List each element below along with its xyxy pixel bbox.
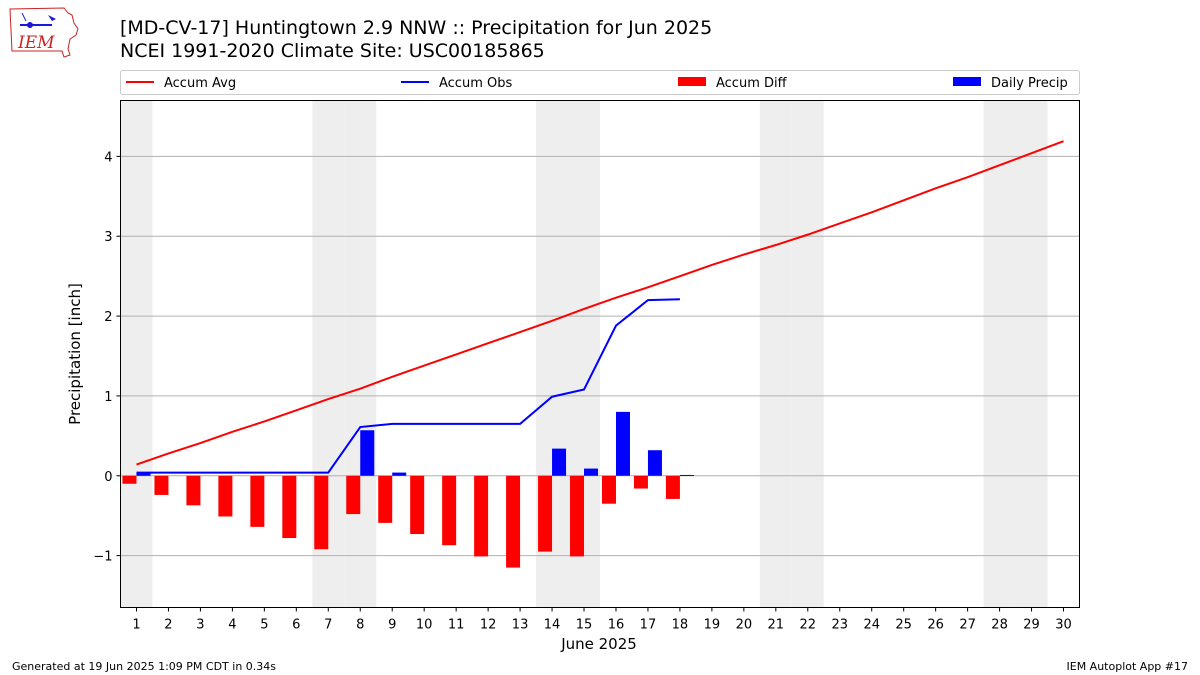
accum-diff-bar [538,475,553,552]
x-tick-label: 9 [388,618,396,633]
legend: Accum Avg Accum Obs Accum Diff Daily Precip [120,70,1080,95]
accum-diff-bar [633,475,648,489]
x-tick-label: 22 [800,618,817,633]
y-tick-label: 3 [104,230,112,245]
accum-diff-bar [506,475,521,568]
y-axis-label: Precipitation [inch] [66,283,84,425]
weekend-band-day-8 [344,100,377,608]
accum-diff-bar [378,475,393,523]
y-tick-label: 2 [104,310,112,325]
x-tick-label: 10 [416,618,433,633]
x-tick-label: 3 [196,618,204,633]
x-tick-label: 21 [768,618,785,633]
x-tick-label: 30 [1055,618,1072,633]
daily-precip-bar [552,448,567,476]
daily-precip-bar [392,472,407,476]
iem-logo: IEM [8,5,80,63]
x-tick-label: 6 [292,618,300,633]
daily-precip-bar [584,468,599,476]
x-tick-label: 1 [132,618,140,633]
x-tick-label: 18 [672,618,689,633]
accum-diff-bar [665,475,680,499]
daily-precip-bar [679,474,694,476]
y-tick-label: 4 [104,150,112,165]
x-axis-label: June 2025 [560,635,637,653]
x-tick-label: 29 [1023,618,1040,633]
y-tick-label: 0 [104,470,112,485]
weekend-band-day-21 [759,100,792,608]
x-tick-label: 28 [991,618,1008,633]
accum-diff-bar [122,475,137,484]
x-tick-label: 20 [736,618,753,633]
x-tick-label: 27 [959,618,976,633]
x-tick-label: 24 [863,618,880,633]
plot-frame [120,100,1080,608]
legend-box [120,70,1080,95]
accum-diff-bar [570,475,585,557]
x-tick-label: 17 [640,618,657,633]
app-label: IEM Autoplot App #17 [1066,660,1189,673]
legend-label-accum-diff: Accum Diff [716,76,788,91]
legend-swatch-accum-diff [678,77,706,86]
x-tick-label: 7 [324,618,332,633]
accum-avg-line [136,140,1064,466]
x-tick-label: 25 [895,618,912,633]
accum-diff-bar [442,475,457,546]
accum-diff-bar [474,475,489,557]
daily-precip-bar [615,411,630,476]
accum-diff-bar [346,475,361,515]
x-tick-label: 16 [608,618,625,633]
accum-obs-line [136,298,680,474]
weekend-band-day-29 [1015,100,1048,608]
x-tick-label: 4 [228,618,236,633]
x-tick-label: 23 [831,618,848,633]
y-tick-label: 1 [104,390,112,405]
x-tick-label: 14 [544,618,561,633]
accum-diff-bar [186,475,201,506]
daily-precip-bar [360,430,375,476]
x-tick-label: 26 [927,618,944,633]
x-tick-label: 19 [704,618,721,633]
x-tick-label: 2 [164,618,172,633]
x-tick-label: 13 [512,618,529,633]
weekend-band-day-28 [983,100,1016,608]
legend-label-accum-avg: Accum Avg [164,76,236,91]
weekend-band-day-22 [791,100,824,608]
daily-precip-bar [136,472,151,476]
iem-logo-text: IEM [17,33,55,53]
line-series [136,140,1064,474]
accum-diff-bar [218,475,233,517]
y-axis-ticks: −1 0 1 2 3 4 [93,150,121,565]
weekend-bands [120,100,1048,608]
generated-timestamp: Generated at 19 Jun 2025 1:09 PM CDT in … [12,660,277,673]
legend-swatch-daily-precip [953,77,981,86]
accum-diff-bar [250,475,265,527]
daily-precip-bar [647,450,662,476]
accum-diff-bar [410,475,425,535]
chart-subtitle: NCEI 1991-2020 Climate Site: USC00185865 [120,40,545,62]
accum-diff-bar [282,475,297,539]
x-tick-label: 12 [480,618,497,633]
weekend-band-day-1 [120,100,153,608]
x-axis-ticks: 1 2 3 4 5 6 7 8 9 10 11 12 13 14 15 16 17 18 19 20 21 22 23 24 2… [132,607,1072,633]
legend-label-daily-precip: Daily Precip [991,76,1068,91]
x-tick-label: 11 [448,618,465,633]
iowa-map-icon: IEM [9,7,79,58]
bar-series [122,411,694,568]
accum-diff-bar [314,475,329,550]
y-tick-label: −1 [93,550,112,565]
accum-diff-bar [601,475,616,504]
y-gridlines [120,155,1080,557]
x-tick-label: 8 [356,618,364,633]
x-tick-label: 5 [260,618,268,633]
accum-diff-bar [154,475,169,495]
chart-title: [MD-CV-17] Huntingtown 2.9 NNW :: Precip… [120,17,713,39]
x-tick-label: 15 [576,618,593,633]
legend-label-accum-obs: Accum Obs [439,76,512,91]
